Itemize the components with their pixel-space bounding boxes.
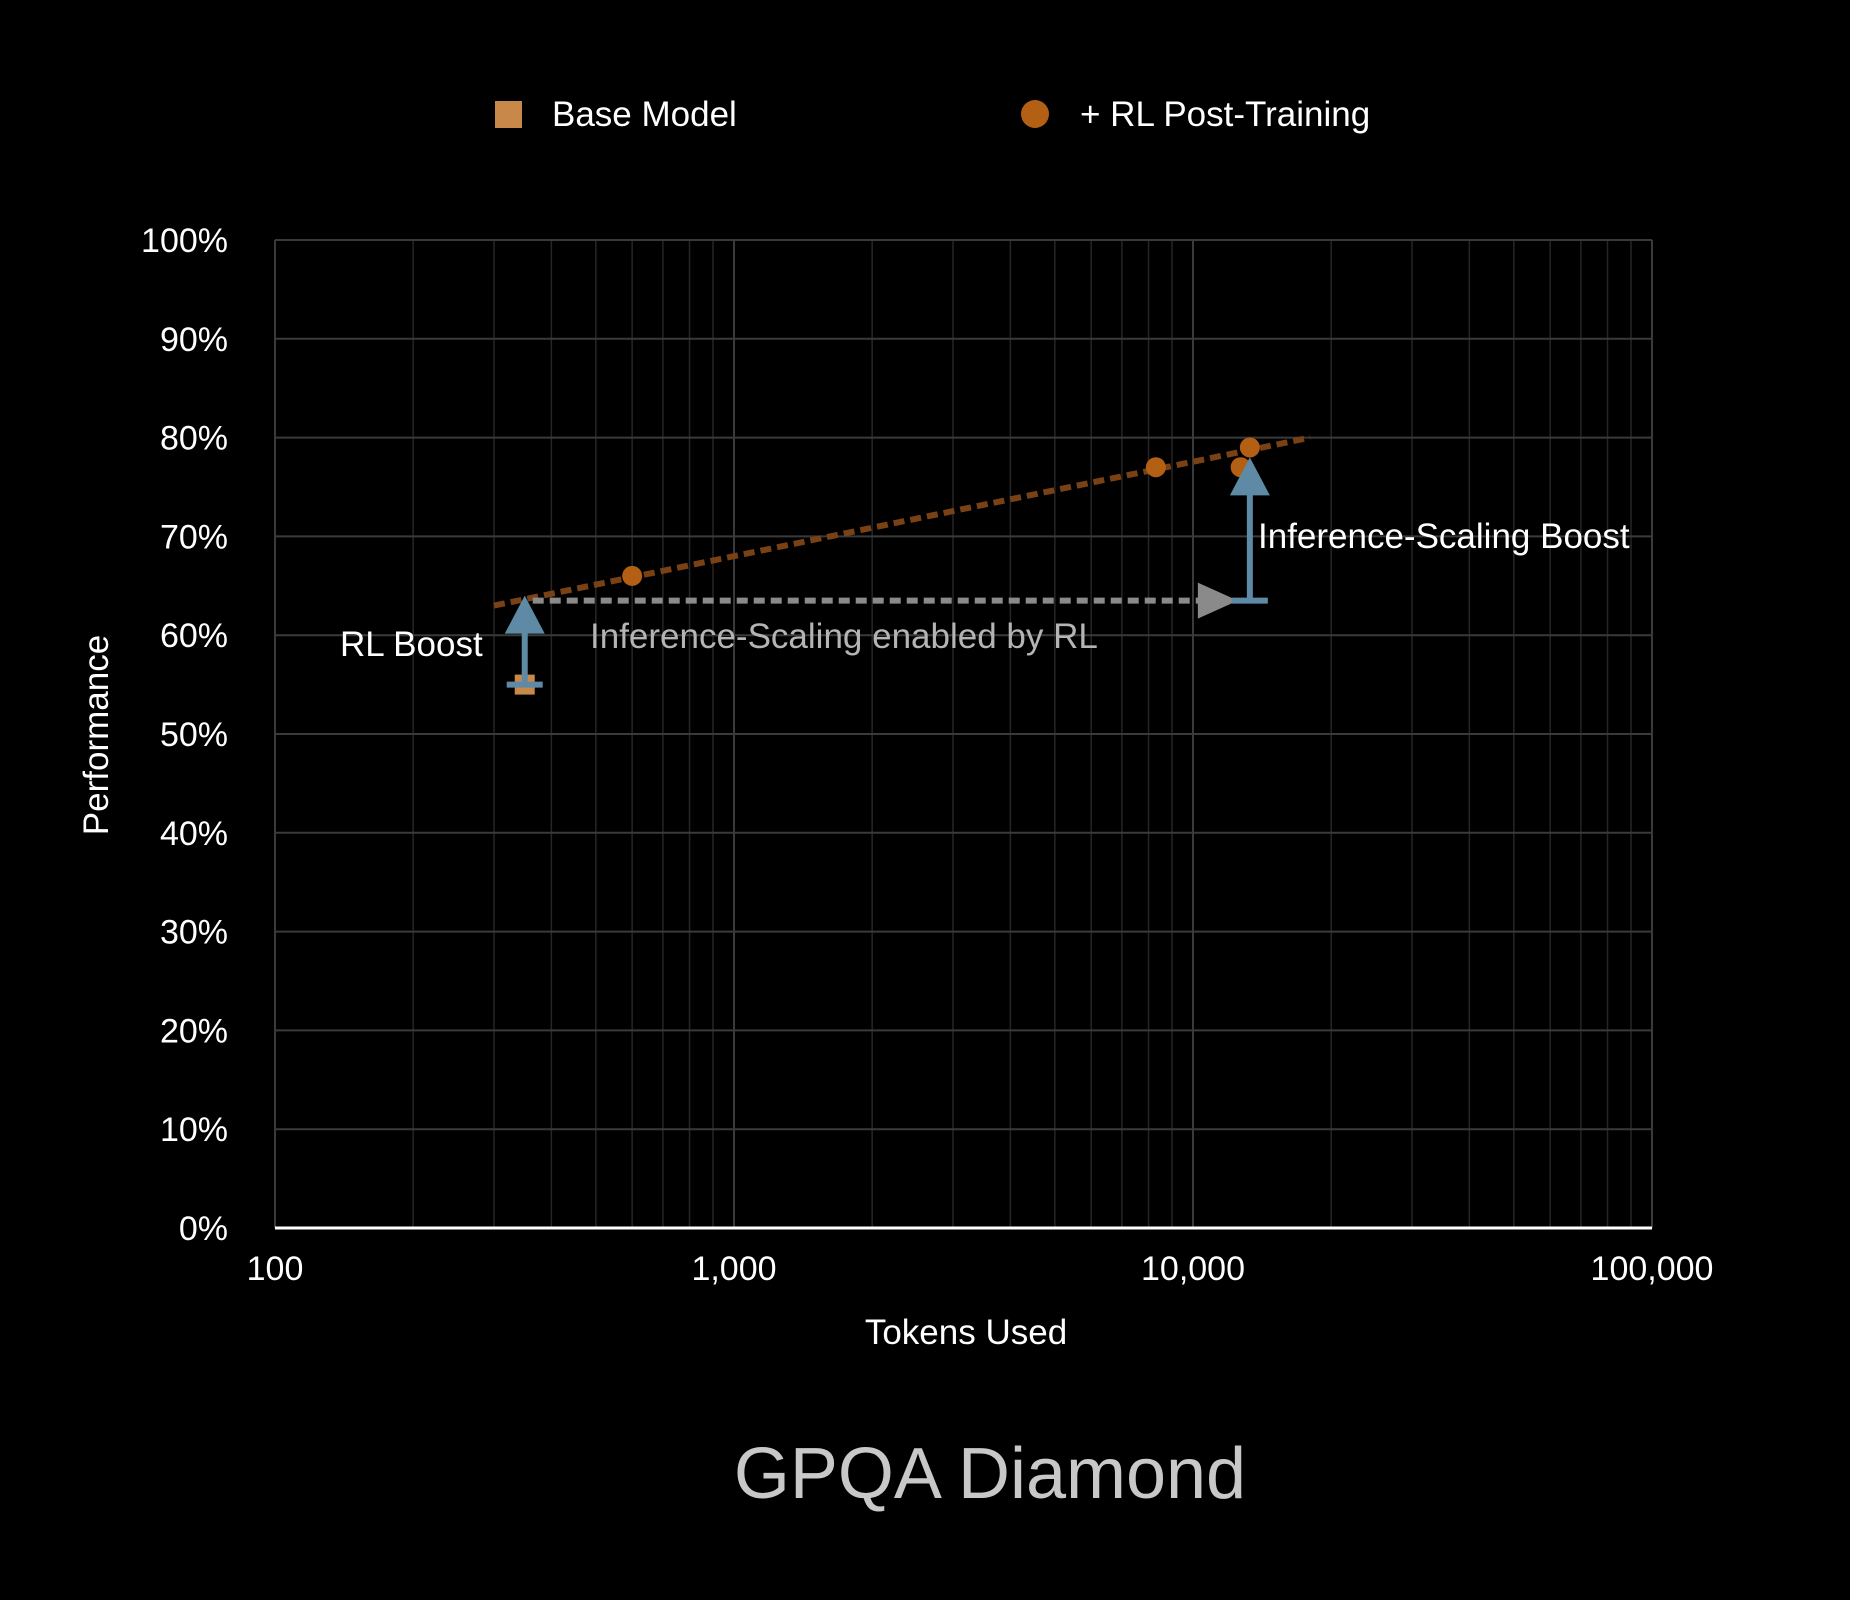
y-tick-label: 60%	[160, 617, 228, 655]
x-tick-label: 10,000	[1141, 1250, 1245, 1288]
legend-base-model-marker	[495, 101, 522, 128]
legend-base-model-label: Base Model	[552, 95, 737, 134]
x-tick-label: 100	[247, 1250, 304, 1288]
legend-rl-label: + RL Post-Training	[1080, 95, 1370, 134]
chart-title: GPQA Diamond	[734, 1434, 1246, 1514]
y-tick-label: 10%	[160, 1111, 228, 1149]
y-tick-label: 70%	[160, 518, 228, 556]
y-axis-label: Performance	[77, 635, 116, 835]
y-tick-label: 40%	[160, 815, 228, 853]
y-tick-label: 50%	[160, 716, 228, 754]
inference-scaling-boost-arrow-arrowhead	[1229, 457, 1270, 496]
rl-post-training-point	[1145, 457, 1166, 478]
chart-marks	[493, 434, 1311, 695]
y-tick-label: 30%	[160, 914, 228, 952]
inference-scaling-boost-label: Inference-Scaling Boost	[1258, 517, 1630, 556]
inference-scaling-enabled-label: Inference-Scaling enabled by RL	[590, 617, 1098, 656]
y-tick-label: 0%	[179, 1210, 228, 1248]
y-tick-label: 100%	[141, 222, 228, 260]
x-tick-label: 100,000	[1591, 1250, 1714, 1288]
rl-boost-arrow-arrowhead	[504, 595, 545, 634]
inference-scaling-enabled-arrowhead	[1197, 582, 1238, 619]
x-axis-label: Tokens Used	[865, 1313, 1067, 1352]
legend-rl-marker	[1021, 100, 1049, 128]
rl-post-training-point	[622, 565, 643, 586]
grid	[274, 239, 1653, 1230]
x-tick-labels: 100 1,000 10,000 100,000	[247, 1250, 1714, 1288]
rl-boost-label: RL Boost	[340, 625, 483, 664]
rl-post-training-point	[1239, 437, 1260, 458]
y-tick-label: 90%	[160, 321, 228, 359]
x-tick-label: 1,000	[691, 1250, 776, 1288]
y-tick-label: 80%	[160, 420, 228, 458]
y-tick-labels: 0% 10% 20% 30% 40% 50% 60% 70% 80% 90% 100%	[141, 222, 228, 1248]
legend: Base Model + RL Post-Training	[495, 95, 1370, 134]
y-tick-label: 20%	[160, 1012, 228, 1050]
